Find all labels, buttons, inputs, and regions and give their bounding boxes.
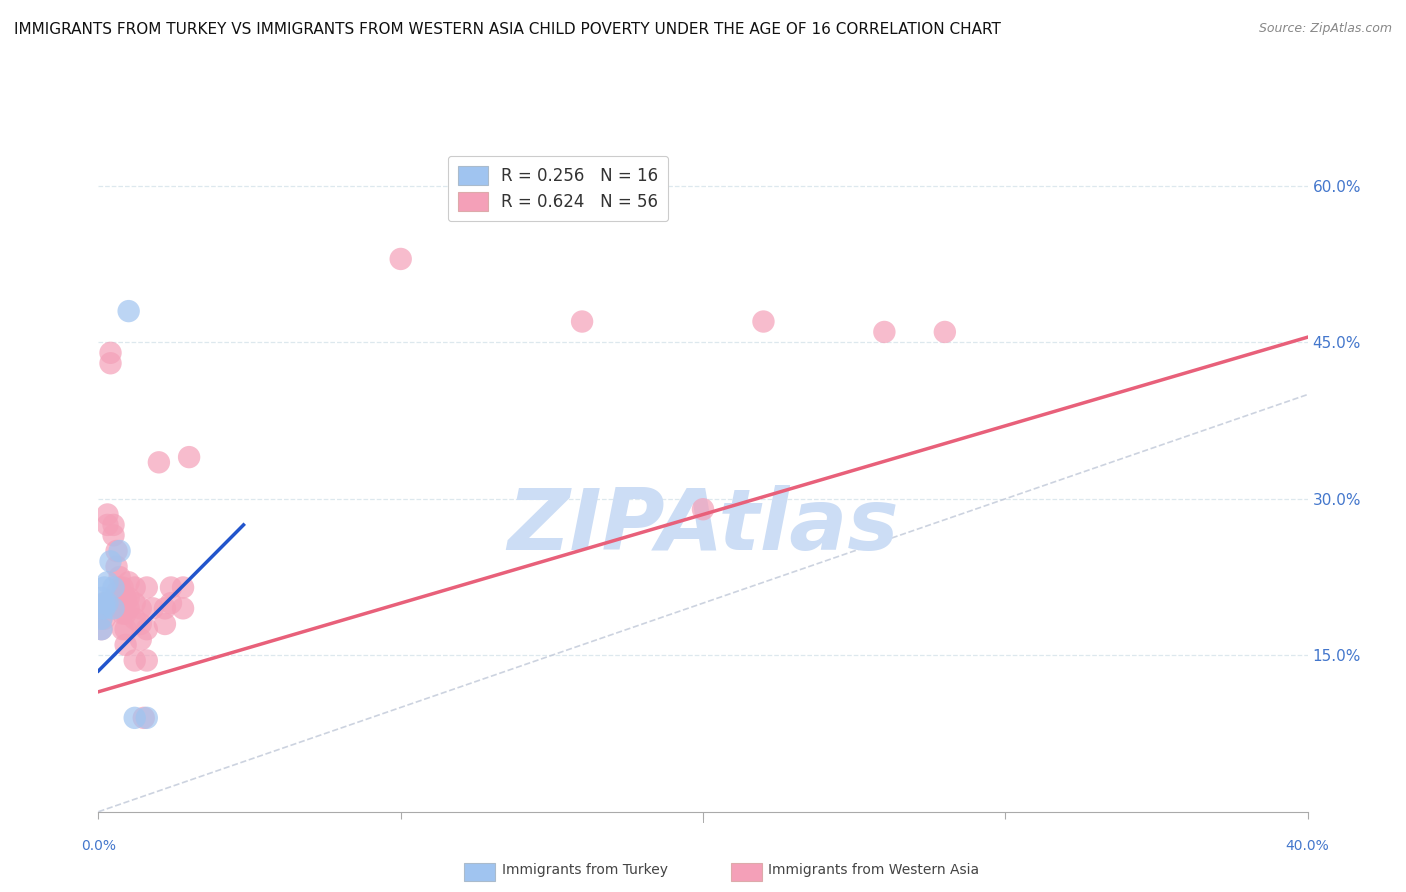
Point xyxy=(160,596,183,610)
Point xyxy=(114,622,136,636)
Point xyxy=(103,601,125,615)
Point xyxy=(90,601,112,615)
Point xyxy=(172,581,194,595)
Point xyxy=(108,591,131,605)
Point xyxy=(93,581,115,595)
Point xyxy=(873,325,896,339)
Point xyxy=(108,581,131,595)
Point xyxy=(93,596,115,610)
Point xyxy=(124,711,146,725)
Point xyxy=(692,502,714,516)
Point xyxy=(135,653,157,667)
Point xyxy=(105,544,128,558)
Point xyxy=(172,601,194,615)
Point xyxy=(90,591,112,605)
Point xyxy=(129,632,152,647)
Point xyxy=(114,607,136,621)
Point xyxy=(148,455,170,469)
Text: Immigrants from Western Asia: Immigrants from Western Asia xyxy=(768,863,979,877)
Point xyxy=(96,517,118,532)
Text: 40.0%: 40.0% xyxy=(1285,838,1330,853)
Point xyxy=(135,622,157,636)
Point xyxy=(108,544,131,558)
Point xyxy=(108,570,131,584)
Point xyxy=(389,252,412,266)
Point xyxy=(111,607,134,621)
Point xyxy=(90,601,112,615)
Point xyxy=(96,575,118,590)
Point xyxy=(118,575,141,590)
Point xyxy=(160,581,183,595)
Point xyxy=(100,346,122,360)
Legend: R = 0.256   N = 16, R = 0.624   N = 56: R = 0.256 N = 16, R = 0.624 N = 56 xyxy=(447,156,668,221)
Point xyxy=(118,304,141,318)
Point xyxy=(111,622,134,636)
Point xyxy=(96,508,118,522)
Point xyxy=(118,601,141,615)
Point xyxy=(90,622,112,636)
Point xyxy=(93,612,115,626)
Point xyxy=(124,612,146,626)
Point xyxy=(90,612,112,626)
Point xyxy=(90,622,112,636)
Point xyxy=(111,596,134,610)
Point xyxy=(90,612,112,626)
Point xyxy=(124,581,146,595)
Point xyxy=(129,617,152,632)
Point xyxy=(114,638,136,652)
Point xyxy=(100,554,122,568)
Point xyxy=(114,591,136,605)
Point xyxy=(135,581,157,595)
Point xyxy=(96,596,118,610)
Text: IMMIGRANTS FROM TURKEY VS IMMIGRANTS FROM WESTERN ASIA CHILD POVERTY UNDER THE A: IMMIGRANTS FROM TURKEY VS IMMIGRANTS FRO… xyxy=(14,22,1001,37)
Point xyxy=(135,711,157,725)
Point xyxy=(124,596,146,610)
Text: ZIPAtlas: ZIPAtlas xyxy=(508,485,898,568)
Point xyxy=(111,581,134,595)
Text: 0.0%: 0.0% xyxy=(82,838,115,853)
Point xyxy=(153,601,176,615)
Point xyxy=(153,617,176,632)
Point xyxy=(118,591,141,605)
Point xyxy=(105,559,128,574)
Point xyxy=(124,653,146,667)
Point xyxy=(179,450,201,464)
Point xyxy=(108,601,131,615)
Point xyxy=(93,601,115,615)
Point xyxy=(934,325,956,339)
Point xyxy=(105,585,128,599)
Point xyxy=(132,711,155,725)
Point xyxy=(752,314,775,328)
Point xyxy=(571,314,593,328)
Text: Source: ZipAtlas.com: Source: ZipAtlas.com xyxy=(1258,22,1392,36)
Point xyxy=(93,596,115,610)
Point xyxy=(103,581,125,595)
Point xyxy=(129,601,152,615)
Point xyxy=(100,356,122,370)
Text: Immigrants from Turkey: Immigrants from Turkey xyxy=(502,863,668,877)
Point xyxy=(142,601,165,615)
Point xyxy=(103,517,125,532)
Point xyxy=(103,528,125,542)
